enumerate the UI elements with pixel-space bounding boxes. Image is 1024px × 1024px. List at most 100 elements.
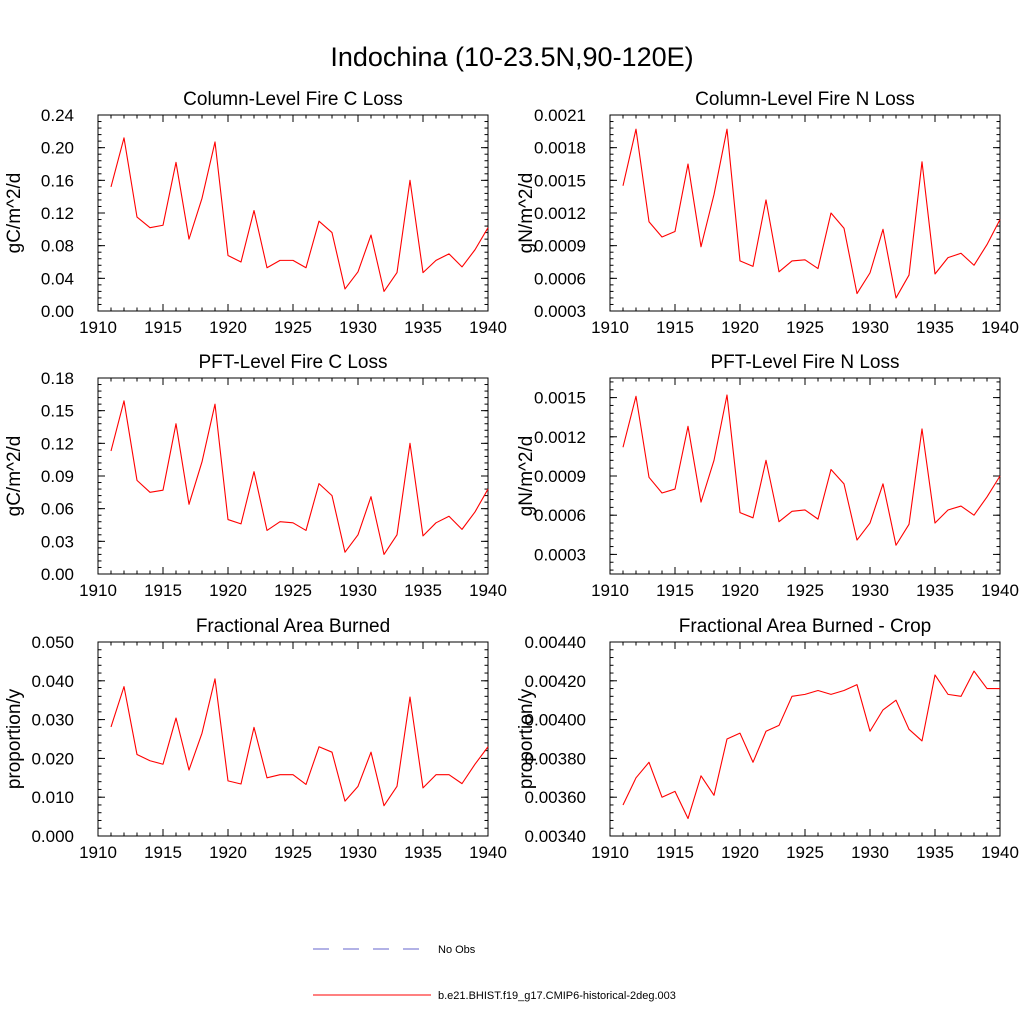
- x-tick-label: 1930: [851, 581, 889, 600]
- chart-panel-3: PFT-Level Fire C Loss gC/m^2/d 1910 1915 192…: [4, 352, 507, 600]
- y-axis-label: proportion/y: [516, 688, 537, 789]
- y-tick-label: 0.15: [41, 402, 74, 421]
- y-tick-label: 0.04: [41, 269, 74, 288]
- x-tick-label: 1925: [786, 318, 824, 337]
- x-tick-label: 1910: [591, 581, 629, 600]
- y-tick-label: 0.00380: [525, 749, 586, 768]
- y-axis-label: gN/m^2/d: [516, 173, 537, 254]
- x-tick-label: 1915: [656, 318, 694, 337]
- y-tick-label: 0.050: [31, 633, 74, 652]
- panel-title: PFT-Level Fire C Loss: [199, 352, 388, 373]
- y-tick-label: 0.0006: [534, 506, 586, 525]
- series-line: [622, 128, 1001, 299]
- x-tick-label: 1920: [721, 318, 759, 337]
- x-tick-label: 1920: [721, 843, 759, 862]
- x-tick-label: 1930: [339, 581, 377, 600]
- legend-no-obs-label: No Obs: [438, 944, 476, 956]
- y-tick-label: 0.00440: [525, 633, 586, 652]
- y-tick-label: 0.12: [41, 434, 74, 453]
- x-tick-label: 1910: [79, 318, 117, 337]
- x-tick-label: 1915: [144, 843, 182, 862]
- y-tick-label: 0.020: [31, 749, 74, 768]
- x-tick-label: 1910: [79, 581, 117, 600]
- series-line: [110, 400, 489, 555]
- y-axis-label: proportion/y: [4, 688, 25, 789]
- x-tick-label: 1910: [591, 843, 629, 862]
- y-tick-label: 0.0015: [534, 171, 586, 190]
- x-tick-label: 1910: [79, 843, 117, 862]
- y-tick-label: 0.18: [41, 369, 74, 388]
- x-tick-label: 1925: [786, 581, 824, 600]
- y-tick-label: 0.030: [31, 711, 74, 730]
- x-tick-label: 1910: [591, 318, 629, 337]
- x-tick-label: 1940: [469, 318, 507, 337]
- panel-title: PFT-Level Fire N Loss: [711, 352, 900, 373]
- x-tick-label: 1925: [274, 318, 312, 337]
- x-tick-label: 1935: [404, 581, 442, 600]
- y-tick-label: 0.0003: [534, 545, 586, 564]
- y-tick-label: 0.03: [41, 532, 74, 551]
- y-tick-label: 0.06: [41, 500, 74, 519]
- series-line: [110, 137, 489, 292]
- series-line: [622, 670, 1000, 820]
- panel-title: Fractional Area Burned - Crop: [679, 616, 931, 637]
- y-tick-label: 0.00: [41, 565, 74, 584]
- y-tick-label: 0.16: [41, 171, 74, 190]
- x-tick-label: 1935: [916, 843, 954, 862]
- x-tick-label: 1940: [469, 581, 507, 600]
- y-tick-label: 0.09: [41, 467, 74, 486]
- panel-title: Fractional Area Burned: [196, 616, 390, 637]
- y-tick-label: 0.00340: [525, 827, 586, 846]
- x-tick-label: 1930: [339, 318, 377, 337]
- x-tick-label: 1935: [404, 318, 442, 337]
- chart-panel-2: Column-Level Fire N Loss gN/m^2/d 1910 1915…: [516, 89, 1019, 337]
- chart-panel-5: Fractional Area Burned proportion/y 1910 19…: [4, 616, 507, 862]
- x-tick-label: 1925: [274, 581, 312, 600]
- y-tick-label: 0.0018: [534, 139, 586, 158]
- x-tick-label: 1925: [274, 843, 312, 862]
- y-tick-label: 0.0006: [534, 269, 586, 288]
- y-tick-label: 0.08: [41, 237, 74, 256]
- legend-model-label: b.e21.BHIST.f19_g17.CMIP6-historical-2de…: [438, 990, 676, 1002]
- x-tick-label: 1940: [981, 318, 1019, 337]
- x-tick-label: 1920: [209, 581, 247, 600]
- x-tick-label: 1915: [656, 843, 694, 862]
- y-tick-label: 0.0003: [534, 302, 586, 321]
- y-tick-label: 0.000: [31, 827, 74, 846]
- x-tick-label: 1925: [786, 843, 824, 862]
- x-tick-label: 1915: [144, 581, 182, 600]
- chart-panel-1: Column-Level Fire C Loss gC/m^2/d 1910 1915…: [4, 89, 507, 337]
- x-tick-label: 1915: [656, 581, 694, 600]
- x-tick-label: 1920: [209, 843, 247, 862]
- y-tick-label: 0.00400: [525, 711, 586, 730]
- y-tick-label: 0.0012: [534, 204, 586, 223]
- x-tick-label: 1930: [851, 843, 889, 862]
- x-tick-label: 1940: [469, 843, 507, 862]
- y-tick-label: 0.00420: [525, 672, 586, 691]
- y-tick-label: 0.0021: [534, 106, 586, 125]
- y-tick-label: 0.20: [41, 139, 74, 158]
- x-tick-label: 1920: [209, 318, 247, 337]
- y-axis-label: gC/m^2/d: [4, 173, 25, 254]
- y-tick-label: 0.010: [31, 788, 74, 807]
- y-tick-label: 0.040: [31, 672, 74, 691]
- y-tick-label: 0.0012: [534, 428, 586, 447]
- y-tick-label: 0.0009: [534, 237, 586, 256]
- x-tick-label: 1935: [916, 318, 954, 337]
- series-line: [622, 394, 1001, 546]
- series-line: [110, 678, 489, 807]
- x-tick-label: 1915: [144, 318, 182, 337]
- x-tick-label: 1940: [981, 581, 1019, 600]
- y-tick-label: 0.12: [41, 204, 74, 223]
- figure-title: Indochina (10-23.5N,90-120E): [330, 42, 693, 72]
- panel-title: Column-Level Fire C Loss: [183, 89, 403, 110]
- panel-title: Column-Level Fire N Loss: [695, 89, 915, 110]
- x-tick-label: 1930: [851, 318, 889, 337]
- chart-panel-4: PFT-Level Fire N Loss gN/m^2/d 1910 1915 192…: [516, 352, 1019, 600]
- x-tick-label: 1935: [916, 581, 954, 600]
- panels-group: Column-Level Fire C Loss gC/m^2/d 1910 1915…: [4, 89, 1019, 862]
- y-tick-label: 0.00: [41, 302, 74, 321]
- y-axis-label: gC/m^2/d: [4, 436, 25, 517]
